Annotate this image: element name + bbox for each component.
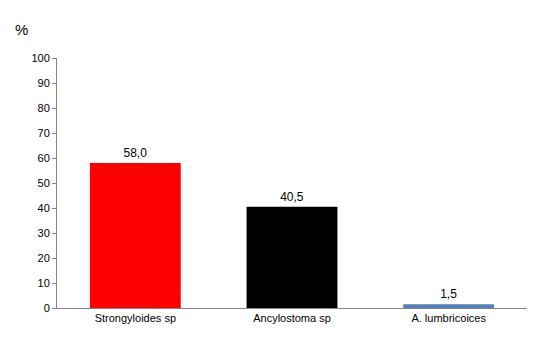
svg-text:20: 20 [38,252,50,264]
svg-text:Ancylostoma sp: Ancylostoma sp [253,312,331,324]
svg-text:100: 100 [31,52,49,64]
svg-text:70: 70 [38,127,50,139]
svg-text:50: 50 [38,177,50,189]
svg-text:0: 0 [44,302,50,314]
svg-text:40,5: 40,5 [280,190,304,204]
svg-text:A. lumbricoices: A. lumbricoices [411,312,486,324]
svg-text:60: 60 [38,152,50,164]
svg-text:%: % [15,21,28,38]
svg-text:Strongyloides sp: Strongyloides sp [95,312,176,324]
svg-text:30: 30 [38,227,50,239]
svg-text:1,5: 1,5 [440,287,457,301]
svg-text:10: 10 [38,277,50,289]
svg-text:90: 90 [38,77,50,89]
svg-text:58,0: 58,0 [123,146,147,160]
svg-text:40: 40 [38,202,50,214]
svg-text:80: 80 [38,102,50,114]
